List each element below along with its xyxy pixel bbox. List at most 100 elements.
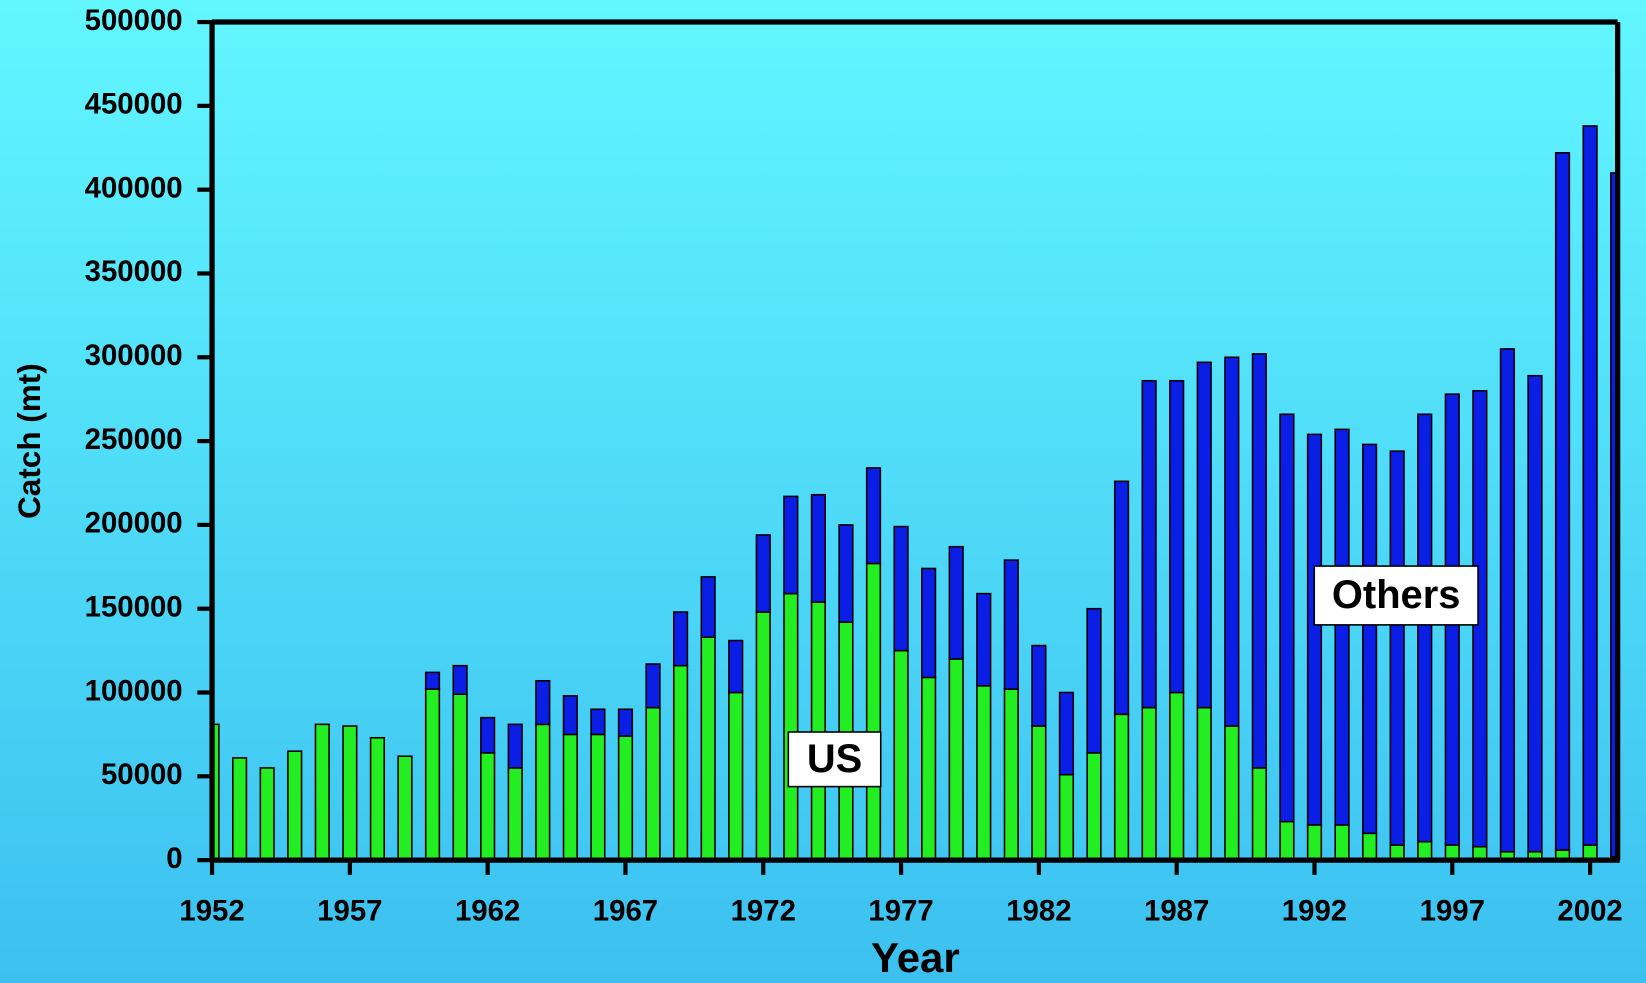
bar-segment xyxy=(1113,713,1130,861)
bar-segment xyxy=(1141,379,1157,709)
y-tick-label: 350000 xyxy=(85,255,183,288)
bar-segment xyxy=(287,750,303,861)
x-tick-label: 1997 xyxy=(1420,894,1485,927)
bar-segment xyxy=(783,592,799,861)
bar-segment xyxy=(1141,706,1157,861)
bar-segment xyxy=(1224,725,1240,861)
bar-segment xyxy=(1582,125,1598,846)
bar-segment xyxy=(728,691,744,861)
y-tick-label: 450000 xyxy=(85,88,183,121)
bar-segment xyxy=(755,534,771,613)
series-label: US xyxy=(807,737,862,781)
bar-segment xyxy=(1031,725,1047,861)
bar-segment xyxy=(369,736,386,861)
bar-segment xyxy=(452,693,468,861)
bar-segment xyxy=(810,493,827,603)
bar-segment xyxy=(1003,559,1019,690)
bar-segment xyxy=(645,706,661,861)
y-tick-label: 0 xyxy=(166,842,182,875)
x-tick-label: 1992 xyxy=(1282,894,1347,927)
x-tick-label: 1972 xyxy=(731,894,796,927)
bar-segment xyxy=(535,679,551,726)
bar-segment xyxy=(783,495,799,595)
bar-segment xyxy=(1527,374,1543,853)
bar-segment xyxy=(1361,832,1378,861)
bar-segment xyxy=(865,467,882,565)
bar-segment xyxy=(562,695,578,736)
bar-segment xyxy=(921,567,937,679)
y-tick-label: 250000 xyxy=(85,423,183,456)
bar-segment xyxy=(1361,443,1378,835)
bar-segment xyxy=(700,636,716,861)
series-label: Others xyxy=(1332,573,1461,617)
bar-segment xyxy=(700,576,716,638)
bar-segment xyxy=(1058,691,1075,776)
bar-segment xyxy=(480,752,496,861)
x-tick-label: 1982 xyxy=(1006,894,1071,927)
series-label-box xyxy=(787,731,882,788)
bar-segment xyxy=(755,611,771,861)
bar-segment xyxy=(976,592,992,687)
bar-segment xyxy=(865,562,882,861)
bar-segment xyxy=(617,708,634,737)
bar-segment xyxy=(1389,450,1405,846)
bar-segment xyxy=(1306,433,1323,826)
bar-segment xyxy=(1417,840,1433,861)
bar-segment xyxy=(1086,607,1102,754)
bar-segment xyxy=(452,664,468,695)
bar-segment xyxy=(231,757,248,861)
bar-segment xyxy=(590,708,606,736)
bar-segment xyxy=(1169,691,1185,861)
y-tick-label: 200000 xyxy=(85,507,183,540)
bar-segment xyxy=(1334,824,1350,861)
bar-segment xyxy=(1306,824,1323,861)
bar-segment xyxy=(948,658,964,861)
bar-segment xyxy=(672,664,689,861)
bar-segment xyxy=(948,545,964,660)
bar-segment xyxy=(314,723,330,861)
bar-segment xyxy=(535,723,551,861)
x-axis-label: Year xyxy=(871,934,960,981)
bar-segment xyxy=(921,676,937,861)
y-tick-label: 50000 xyxy=(101,758,183,791)
bar-segment xyxy=(342,725,358,861)
bar-segment xyxy=(1251,353,1267,769)
bar-segment xyxy=(1031,644,1047,727)
series-label-box xyxy=(1313,565,1479,626)
bar-segment xyxy=(1554,152,1571,851)
bar-segment xyxy=(1113,480,1130,716)
bar-segment xyxy=(397,755,413,861)
bar-segment xyxy=(1417,413,1433,843)
bar-segment xyxy=(810,601,827,861)
y-axis-label: Catch (mt) xyxy=(11,363,47,519)
bar-segment xyxy=(1196,361,1212,709)
bar-segment xyxy=(1224,356,1240,727)
x-tick-label: 1957 xyxy=(317,894,382,927)
bar-segment xyxy=(1058,773,1075,861)
x-tick-label: 1952 xyxy=(179,894,244,927)
bar-segment xyxy=(1499,348,1516,853)
bar-segment xyxy=(893,525,909,652)
bar-segment xyxy=(590,733,606,861)
bar-segment xyxy=(1279,820,1295,861)
bar-segment xyxy=(1610,172,1618,858)
bar-segment xyxy=(1334,428,1350,826)
x-tick-label: 1987 xyxy=(1144,894,1209,927)
bar-segment xyxy=(672,611,689,667)
bar-segment xyxy=(507,767,523,861)
bar-segment xyxy=(645,663,661,709)
bar-segment xyxy=(976,685,992,861)
y-tick-label: 150000 xyxy=(85,590,183,623)
bar-segment xyxy=(1196,706,1212,861)
bar-segment xyxy=(562,733,578,861)
y-tick-label: 300000 xyxy=(85,339,183,372)
y-tick-label: 500000 xyxy=(85,4,183,37)
x-tick-label: 1977 xyxy=(868,894,933,927)
bar-segment xyxy=(1251,767,1267,861)
bars xyxy=(212,125,1618,861)
bar-segment xyxy=(1279,413,1295,823)
bar-segment xyxy=(893,649,909,861)
x-tick-label: 2002 xyxy=(1557,894,1622,927)
